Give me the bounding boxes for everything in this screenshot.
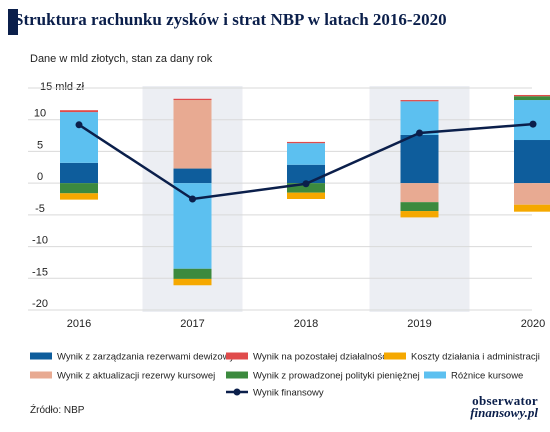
bar-segment (400, 202, 439, 212)
bar-segment (287, 183, 325, 193)
page-title: Struktura rachunku zysków i strat NBP w … (14, 10, 447, 29)
legend-swatch (384, 352, 406, 360)
legend-swatch (424, 371, 446, 379)
line-point (302, 180, 310, 188)
legend-swatch-point (233, 388, 241, 396)
bar-segment (287, 141, 325, 144)
bar-segment (400, 100, 439, 102)
line-point (75, 121, 83, 129)
brand-line-2: finansowy.pl (470, 405, 538, 420)
bar-segment (514, 100, 550, 141)
bar-segment (287, 192, 325, 199)
bar-segment (514, 183, 550, 205)
bar-segment (400, 101, 439, 135)
bar-segment (514, 140, 550, 184)
bar-segment (400, 183, 439, 203)
line-point (189, 195, 196, 203)
legend-label: Wynik z aktualizacji rezerwy kursowej (57, 371, 215, 382)
source-note: Źródło: NBP (30, 405, 85, 416)
y-tick-label: -15 (32, 266, 48, 278)
brand-line-1: obserwator (472, 393, 538, 408)
chart-subtitle: Dane w mld złotych, stan za dany rok (30, 53, 213, 65)
y-tick-label: -5 (35, 203, 45, 215)
x-tick-label: 2018 (294, 318, 318, 330)
x-tick-label: 2016 (67, 318, 91, 330)
bar-segment (514, 94, 550, 97)
legend-label: Wynik na pozostałej działalności (253, 352, 389, 363)
title-accent-bar (8, 9, 18, 35)
legend-label: Wynik finansowy (253, 388, 324, 399)
bar-segment (287, 143, 325, 165)
legend-swatch (30, 352, 52, 360)
y-tick-label: -20 (32, 298, 48, 310)
bar-segment (60, 110, 98, 113)
bar-segment (60, 183, 98, 194)
legend-swatch (30, 371, 52, 379)
x-tick-label: 2019 (407, 318, 431, 330)
legend-label: Wynik z zarządzania rezerwami dewizowymi (57, 352, 244, 363)
y-tick-label: 0 (37, 171, 43, 183)
line-point (529, 120, 537, 128)
bar-segment (514, 204, 550, 212)
bar-segment (173, 100, 212, 169)
legend-label: Różnice kursowe (451, 371, 523, 382)
bar-segment (400, 134, 439, 184)
legend-label: Wynik z prowadzonej polityki pieniężnej (253, 371, 420, 382)
legend-swatch (226, 352, 248, 360)
bar-segment (60, 193, 98, 200)
bar-segment (514, 96, 550, 101)
x-tick-label: 2020 (521, 318, 545, 330)
legend-label: Koszty działania i administracji (411, 352, 540, 363)
bar-segment (60, 112, 98, 163)
y-tick-label: 5 (37, 139, 43, 151)
bar-segment (400, 211, 439, 218)
line-point (416, 129, 423, 137)
y-axis-unit-label: 15 mld zł (40, 81, 85, 93)
legend-swatch (226, 371, 248, 379)
y-tick-label: -10 (32, 235, 48, 247)
bar-segment (173, 268, 212, 279)
bar-segment (60, 162, 98, 184)
bar-segment (173, 278, 212, 286)
x-tick-label: 2017 (180, 318, 204, 330)
bar-segment (173, 98, 212, 101)
y-tick-label: 10 (34, 108, 46, 120)
bar-segment (173, 168, 212, 184)
brand-logo: obserwator finansowy.pl (470, 393, 538, 420)
